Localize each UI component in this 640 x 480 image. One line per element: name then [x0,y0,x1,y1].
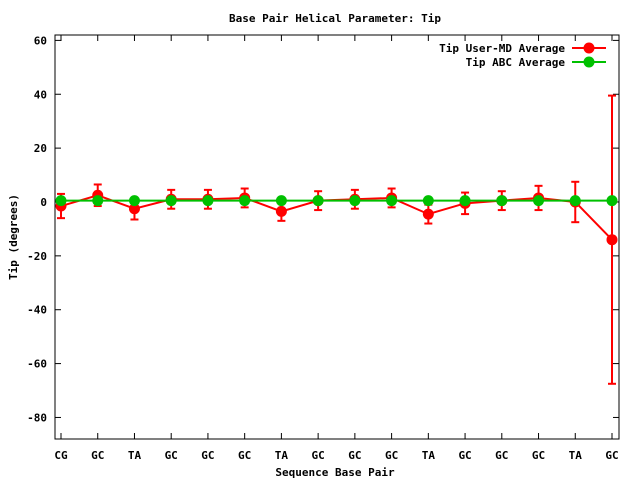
y-tick-label: 0 [40,196,47,209]
series [55,94,618,385]
legend-marker [583,56,595,68]
axes: 60 40 20 0 -20 -40 -60 -80 CG GC TA GC GC GC TA GC GC GC T… [27,34,619,462]
y-tick-label: 40 [34,88,47,101]
y-tick-label: -60 [27,358,47,371]
data-point [165,195,177,207]
x-tick-label: GC [165,449,178,462]
series-abc [55,195,618,207]
x-tick-label: TA [569,449,583,462]
x-tick-label: GC [605,449,618,462]
x-tick-label: GC [458,449,471,462]
data-point [275,205,287,217]
chart-title: Base Pair Helical Parameter: Tip [229,12,441,25]
y-tick-label: 20 [34,142,47,155]
y-axis-label: Tip (degrees) [7,194,20,280]
data-point [128,195,140,207]
data-point [606,195,618,207]
x-tick-label: GC [495,449,508,462]
series-line [60,194,613,241]
x-tick-label: TA [275,449,289,462]
x-tick-label: GC [91,449,104,462]
y-tick-label: 60 [34,34,47,47]
y-tick-label: -40 [27,304,47,317]
legend: Tip User-MD Average Tip ABC Average [439,42,606,69]
data-point [569,195,581,207]
data-point [312,195,324,207]
data-point [55,195,67,207]
x-tick-label: TA [422,449,436,462]
x-tick-label: GC [201,449,214,462]
x-tick-label: CG [54,449,68,462]
y-tick-label: -80 [27,411,47,424]
x-tick-label: TA [128,449,142,462]
data-point [275,195,287,207]
y-tick-label: -20 [27,250,47,263]
series-user-md [55,94,618,385]
data-point [239,195,251,207]
data-point [533,195,545,207]
plot-frame [54,34,620,440]
data-point [128,203,140,215]
data-point [92,195,104,207]
x-tick-label: GC [532,449,545,462]
data-point [422,195,434,207]
legend-label-abc: Tip ABC Average [466,56,566,69]
data-point [459,195,471,207]
legend-marker [583,42,595,54]
data-point [386,195,398,207]
data-point [422,208,434,220]
data-point [202,195,214,207]
legend-label-user-md: Tip User-MD Average [439,42,565,55]
data-point [496,195,508,207]
x-tick-label: GC [238,449,251,462]
x-tick-label: GC [312,449,325,462]
x-tick-label: GC [385,449,398,462]
x-tick-label: GC [348,449,361,462]
data-point [606,234,618,246]
data-point [349,195,361,207]
x-axis-label: Sequence Base Pair [275,466,395,479]
